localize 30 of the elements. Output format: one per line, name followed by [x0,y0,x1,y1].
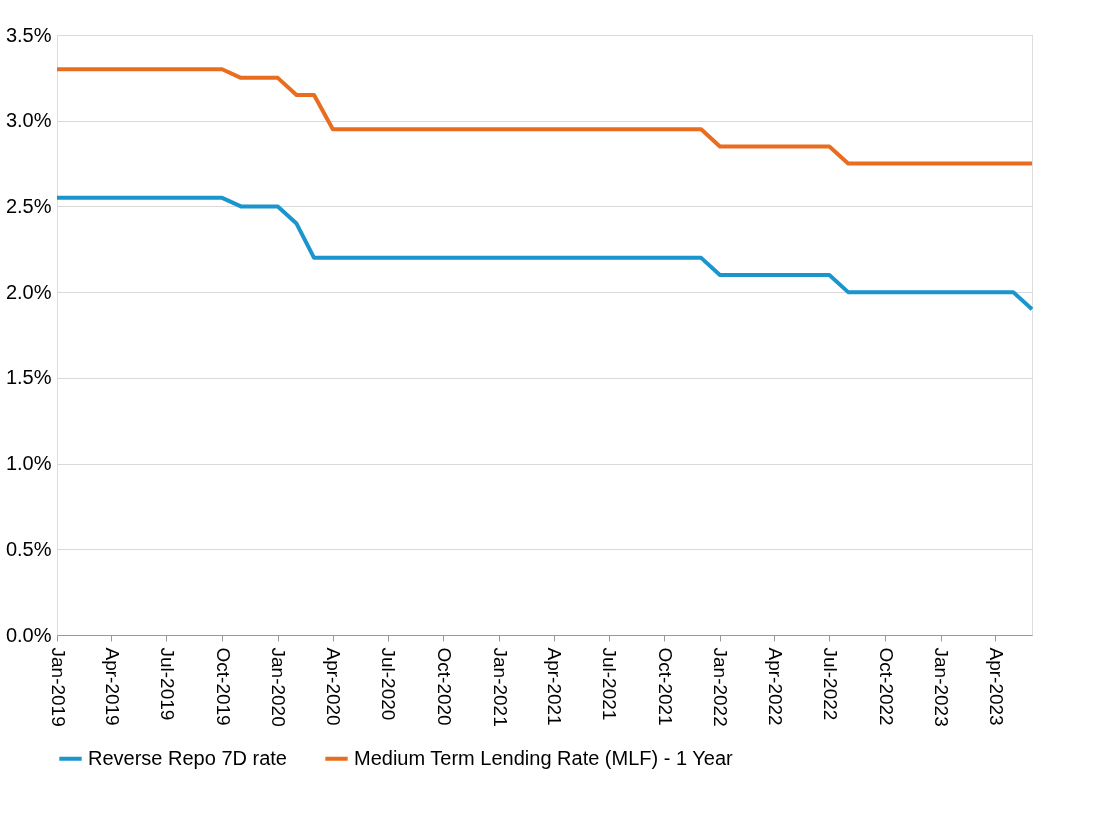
x-tick-label: Jan-2021 [489,647,511,727]
x-tick-label: Jan-2020 [268,647,290,727]
x-tick-label: Jul-2022 [819,647,841,721]
legend-label: Medium Term Lending Rate (MLF) - 1 Year [354,746,734,769]
y-tick-label: 0.0% [5,623,52,646]
x-tick-label: Oct-2020 [433,647,455,726]
x-tick-label: Apr-2021 [544,647,566,726]
x-tick-label: Jul-2021 [599,647,621,721]
y-tick-label: 2.0% [5,280,52,303]
line-series [55,67,1034,166]
y-tick-label: 1.0% [5,452,52,475]
y-tick-label: 3.0% [5,109,52,132]
x-tick-label: Jan-2019 [47,647,69,727]
y-tick-label: 3.5% [5,23,52,46]
x-tick-label: Jan-2023 [931,647,953,727]
x-tick-label: Oct-2021 [654,647,676,726]
line-series [55,195,1034,312]
x-tick-label: Oct-2019 [212,647,234,726]
x-tick-label: Jul-2020 [378,647,400,721]
x-tick-label: Apr-2023 [985,647,1007,726]
x-tick-label: Jan-2022 [710,647,732,727]
x-tick-label: Apr-2022 [764,647,786,726]
y-tick-label: 0.5% [5,537,52,560]
x-tick-label: Jul-2019 [156,647,178,721]
legend-label: Reverse Repo 7D rate [88,746,287,769]
x-tick-label: Oct-2022 [875,647,897,726]
x-tick-label: Apr-2019 [101,647,123,726]
y-tick-label: 2.5% [5,194,52,217]
x-tick-label: Apr-2020 [323,647,345,726]
y-tick-label: 1.5% [5,366,52,389]
